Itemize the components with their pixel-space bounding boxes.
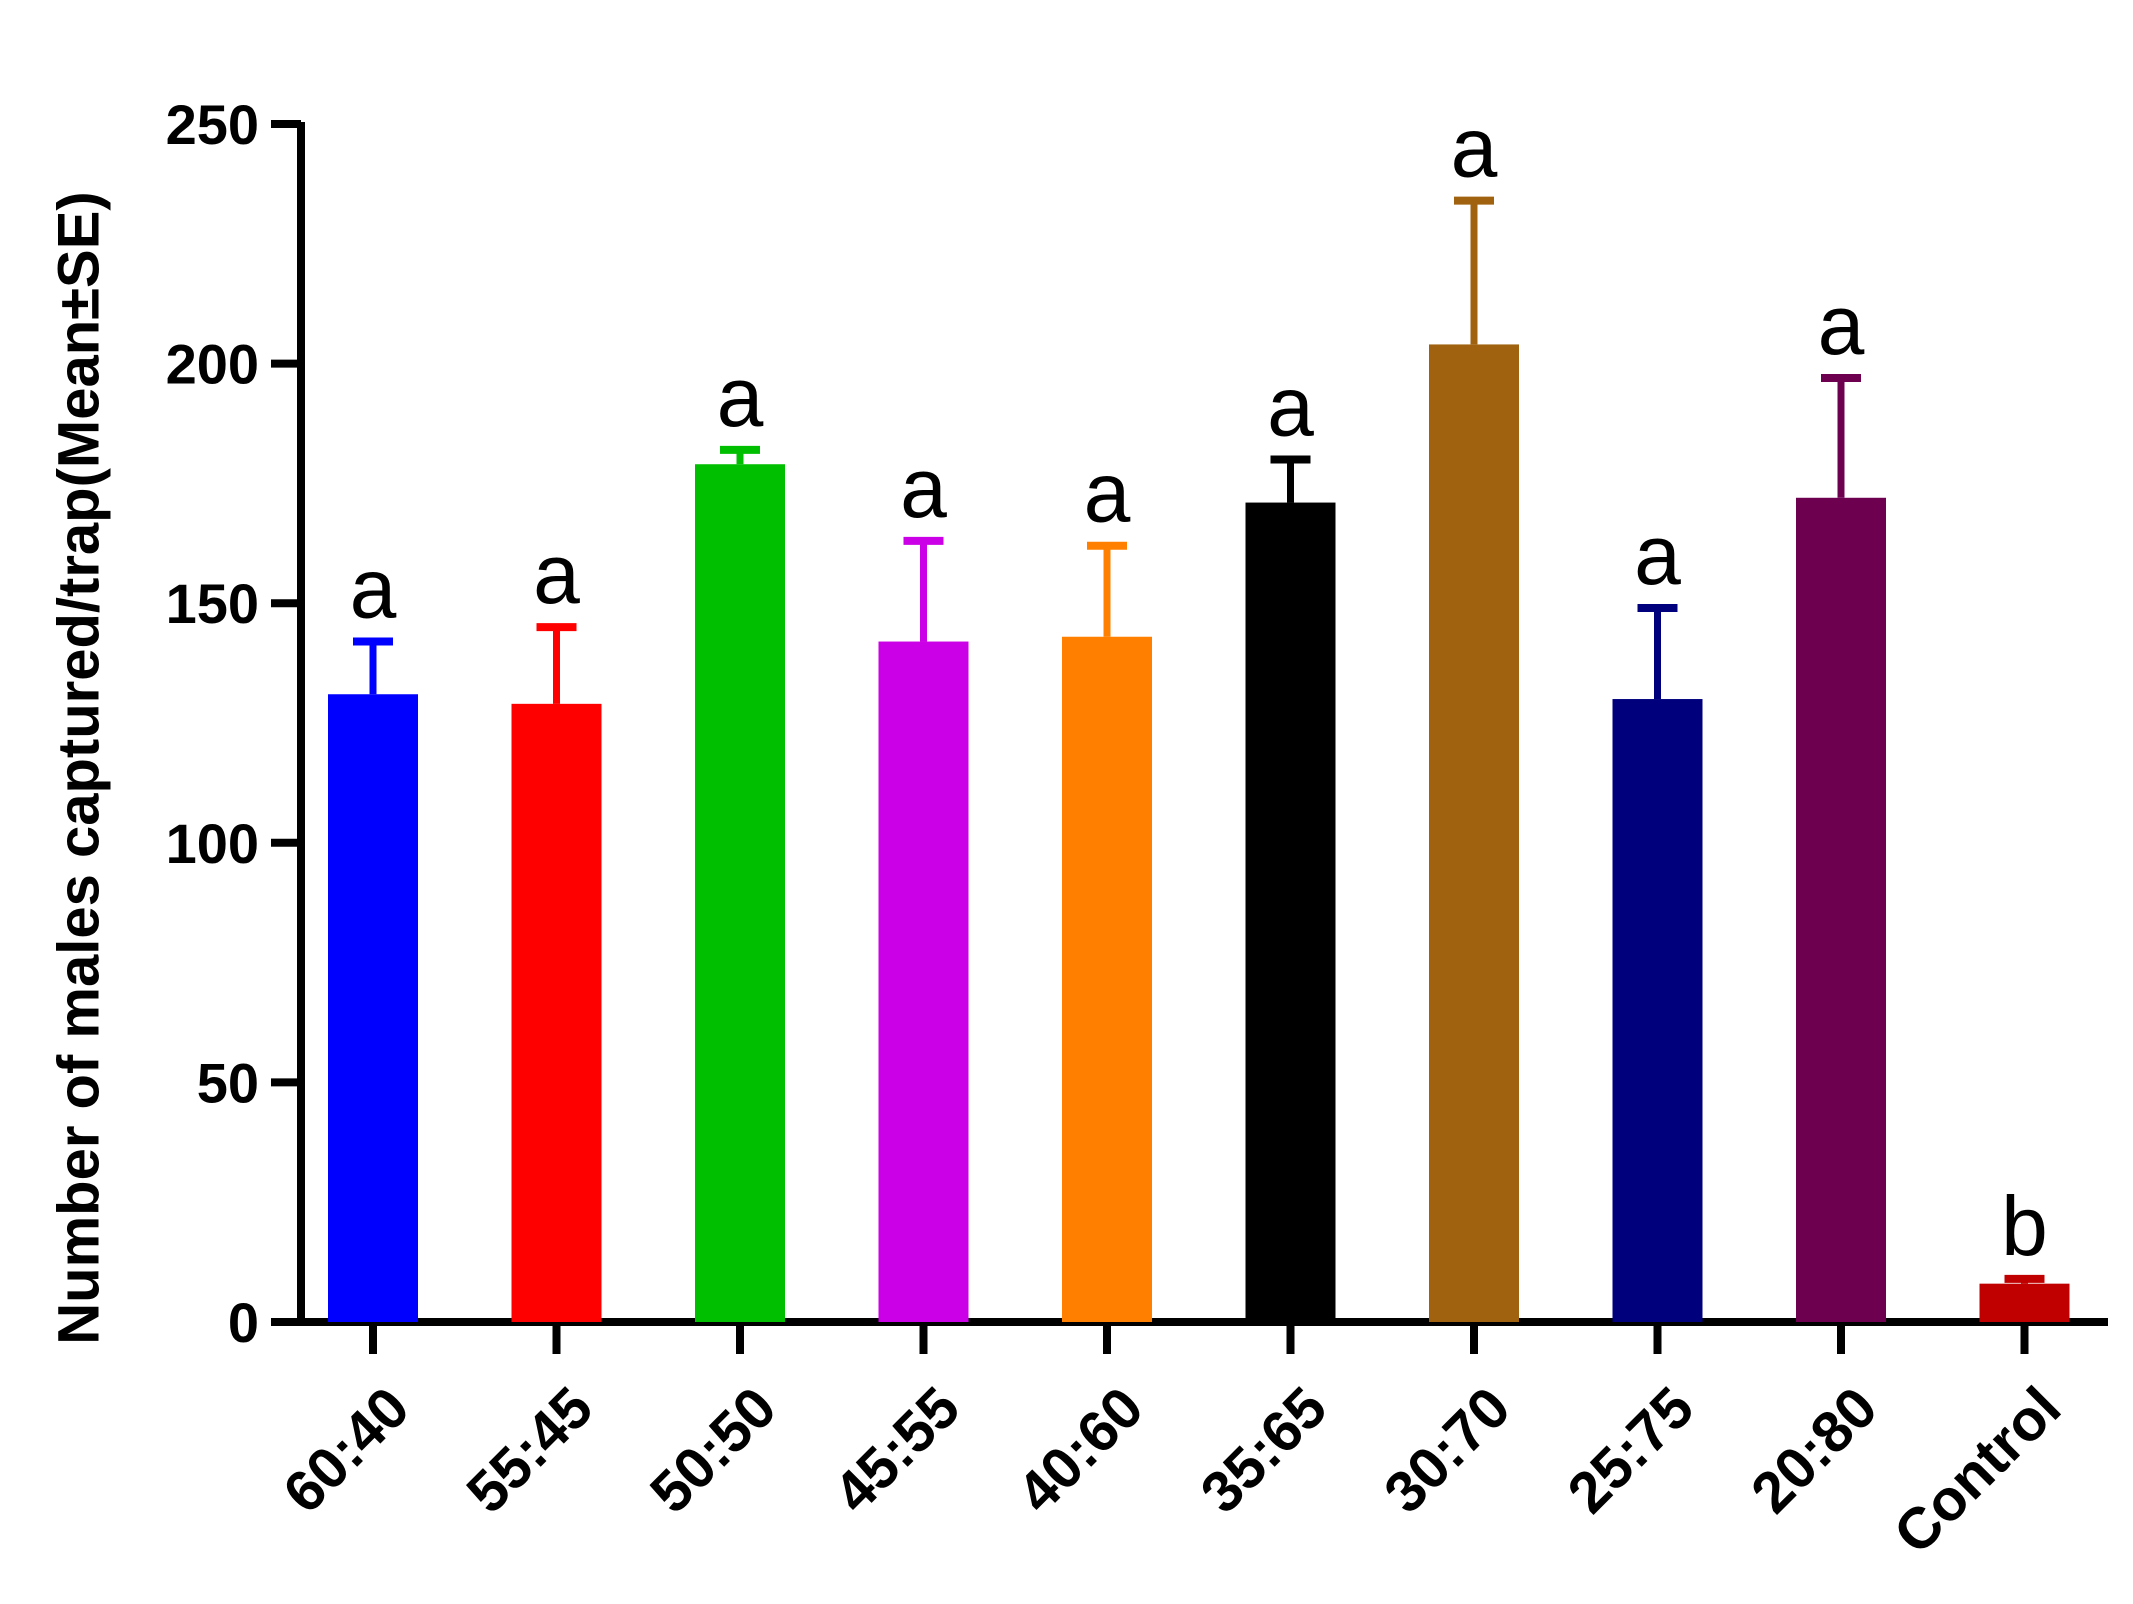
y-axis: 0 50 100 150 200 250 [166,93,305,1354]
x-axis: 60:40 55:45 50:50 45:55 40:60 35:65 30:70 25:75… [271,1318,2108,1567]
y-tick-label: 100 [166,812,259,875]
bar [1062,636,1152,1322]
y-tick-label: 250 [166,93,259,156]
y-tick-label: 200 [166,333,259,396]
bar [1612,699,1703,1322]
significance-letter: b [2001,1179,2048,1273]
x-tick-label: 40:60 [1005,1375,1156,1526]
x-tick-label: 55:45 [454,1375,605,1526]
significance-letter: a [717,350,764,444]
significance-letter: a [1084,446,1131,540]
significance-letter: a [1451,101,1498,195]
bar [511,703,602,1322]
y-tick-label: 150 [166,572,259,635]
bar [1429,344,1519,1322]
bar [1245,502,1336,1322]
bar [1796,497,1886,1322]
x-tick-label: 30:70 [1372,1375,1523,1526]
x-tick-label: 60:40 [271,1375,422,1526]
significance-letter: a [1267,359,1314,453]
error-bars [353,196,2045,1284]
bar [878,641,969,1322]
significance-letter: a [900,441,947,535]
x-tick-label: 25:75 [1555,1375,1706,1526]
x-tick-label: 35:65 [1188,1375,1339,1526]
bar [695,464,785,1322]
bar [1979,1283,2070,1322]
y-axis-title: Number of males captured/trap(Mean±SE) [46,191,111,1344]
significance-letters: a a a a a a a a a b [350,101,2048,1273]
x-tick-label: Control [1881,1375,2073,1567]
significance-letter: a [1818,278,1865,372]
significance-letter: a [1634,508,1681,602]
y-tick-label: 50 [197,1051,259,1114]
bars [328,344,2070,1322]
bar [328,694,418,1322]
significance-letter: a [533,527,580,621]
significance-letter: a [350,542,397,636]
y-tick-label: 0 [228,1291,259,1354]
x-tick-label: 45:55 [821,1375,972,1526]
x-tick-label: 20:80 [1739,1375,1890,1526]
x-tick-label: 50:50 [638,1375,789,1526]
